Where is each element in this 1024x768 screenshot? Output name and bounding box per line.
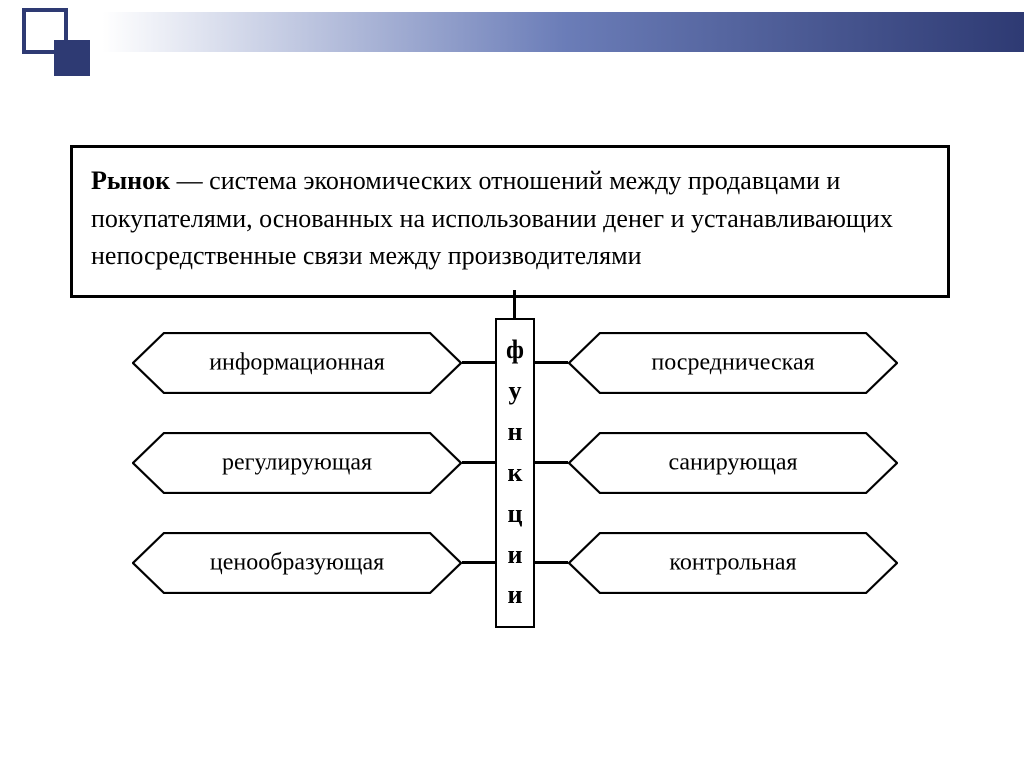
gradient-bar — [0, 12, 1024, 52]
connector-line — [535, 561, 568, 564]
definition-sep: — — [170, 166, 209, 195]
function-hexagon: контрольная — [568, 532, 898, 594]
definition-box: Рынок — система экономических отношений … — [70, 145, 950, 298]
function-label: ценообразующая — [210, 550, 384, 576]
connector-line — [462, 361, 495, 364]
func-letter: ф — [506, 337, 524, 363]
square-filled — [54, 40, 90, 76]
function-label: санирующая — [668, 450, 797, 476]
functions-label-column: ф у н к ц и и — [495, 318, 535, 628]
function-hexagon: санирующая — [568, 432, 898, 494]
definition-body: система экономических отношений между пр… — [91, 166, 893, 270]
function-label: регулирующая — [222, 450, 372, 476]
func-letter: и — [508, 542, 523, 568]
connector-line — [462, 461, 495, 464]
connector-line — [462, 561, 495, 564]
definition-term: Рынок — [91, 166, 170, 195]
function-label: посредническая — [651, 350, 814, 376]
func-letter: и — [508, 582, 523, 608]
function-hexagon: регулирующая — [132, 432, 462, 494]
header-decor — [0, 0, 1024, 70]
function-label: контрольная — [669, 550, 796, 576]
func-letter: к — [508, 460, 523, 486]
connector-line — [535, 361, 568, 364]
func-letter: н — [508, 419, 523, 445]
function-hexagon: ценообразующая — [132, 532, 462, 594]
connector-line — [535, 461, 568, 464]
connector-line — [513, 290, 516, 318]
definition-text: Рынок — система экономических отношений … — [91, 162, 929, 275]
function-label: информационная — [209, 350, 385, 376]
function-hexagon: посредническая — [568, 332, 898, 394]
func-letter: ц — [508, 501, 523, 527]
function-hexagon: информационная — [132, 332, 462, 394]
func-letter: у — [509, 378, 522, 404]
